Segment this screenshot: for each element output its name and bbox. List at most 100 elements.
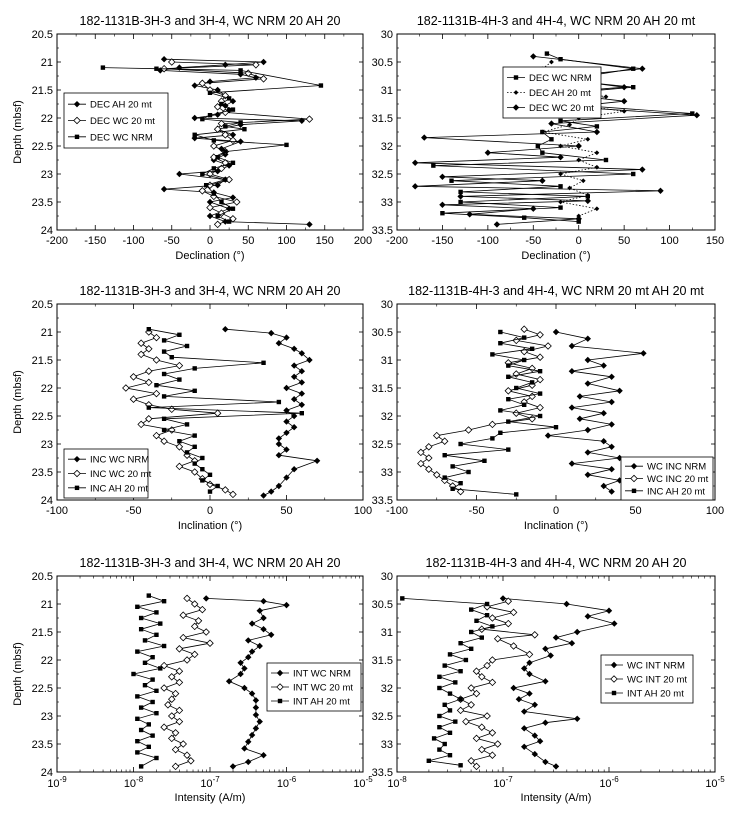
- data-point: [200, 467, 205, 472]
- x-axis-label: Inclination (°): [524, 520, 588, 532]
- data-point: [206, 203, 214, 212]
- y-tick-label: 20.5: [32, 29, 53, 41]
- x-tick-label: 50: [618, 235, 630, 247]
- data-point: [425, 443, 433, 451]
- data-point: [129, 373, 138, 381]
- data-point: [458, 697, 463, 702]
- data-point: [211, 166, 217, 171]
- x-tick-label: 10-9: [47, 775, 67, 790]
- data-point: [152, 389, 161, 398]
- data-point: [458, 199, 463, 205]
- data-point: [605, 607, 613, 614]
- legend-marker: [630, 462, 638, 470]
- data-point: [192, 433, 197, 438]
- data-point: [215, 155, 220, 160]
- data-point: [190, 468, 199, 476]
- data-point: [585, 136, 591, 142]
- series-2: [417, 325, 552, 496]
- legend-marker: [610, 675, 618, 683]
- data-point: [540, 150, 545, 155]
- data-point: [135, 750, 140, 755]
- data-point: [179, 633, 187, 642]
- data-point: [175, 706, 184, 715]
- y-tick-label: 33: [381, 197, 393, 209]
- data-point: [175, 678, 184, 687]
- legend-label: WC INT 20 mt: [627, 675, 687, 686]
- data-point: [483, 712, 491, 720]
- data-point: [145, 415, 153, 423]
- data-point: [576, 157, 582, 163]
- data-point: [167, 673, 176, 681]
- data-point: [542, 645, 549, 652]
- data-point: [510, 684, 517, 692]
- series-3: [100, 65, 324, 224]
- data-point: [498, 430, 503, 435]
- data-point: [542, 758, 549, 766]
- data-point: [657, 187, 664, 194]
- data-point: [184, 450, 190, 455]
- data-point: [640, 350, 647, 357]
- y-tick-label: 22: [41, 113, 53, 125]
- data-point: [183, 751, 191, 759]
- data-point: [214, 86, 221, 94]
- data-point: [544, 432, 552, 439]
- data-point: [479, 635, 484, 640]
- data-point: [160, 437, 168, 445]
- data-point: [488, 678, 497, 687]
- legend-marker: [276, 683, 284, 691]
- data-point: [260, 614, 267, 622]
- series-line: [443, 331, 557, 495]
- y-tick-label: 22.5: [32, 683, 53, 695]
- data-point: [576, 393, 584, 400]
- data-point: [504, 619, 513, 628]
- data-point: [488, 420, 497, 429]
- data-point: [567, 122, 573, 128]
- data-point: [223, 177, 228, 182]
- data-point: [245, 738, 252, 745]
- data-point: [256, 642, 263, 650]
- data-point: [458, 441, 463, 447]
- data-point: [506, 374, 511, 379]
- data-point: [223, 149, 228, 154]
- data-point: [122, 384, 130, 392]
- y-tick-label: 23.5: [32, 739, 53, 751]
- data-point: [549, 137, 554, 142]
- legend-label: DEC AH 20 mt: [529, 88, 591, 99]
- data-point: [447, 691, 453, 696]
- data-point: [229, 136, 237, 145]
- data-point: [506, 363, 511, 368]
- data-point: [179, 611, 187, 619]
- data-point: [276, 399, 282, 405]
- data-point: [135, 739, 140, 744]
- data-point: [484, 601, 490, 607]
- data-point: [161, 349, 167, 354]
- y-tick-label: 22.5: [32, 141, 53, 153]
- data-point: [631, 85, 636, 90]
- legend-label: INT AH 20 mt: [627, 689, 684, 700]
- data-point: [437, 747, 442, 752]
- legend-label: DEC WC NRM: [90, 132, 153, 143]
- data-point: [146, 405, 151, 410]
- data-point: [526, 690, 533, 697]
- legend: INT WC NRM INT WC 20 mt INT AH 20 mt: [266, 662, 362, 712]
- data-point: [290, 412, 298, 420]
- data-point: [531, 631, 539, 639]
- data-point: [283, 474, 290, 481]
- legend-marker: [74, 485, 80, 491]
- data-point: [242, 127, 247, 132]
- data-point: [226, 219, 232, 224]
- data-point: [225, 678, 233, 685]
- data-point: [154, 632, 159, 637]
- data-point: [252, 704, 260, 711]
- legend-label: WC INT NRM: [627, 661, 685, 672]
- data-point: [593, 128, 601, 136]
- data-point: [458, 641, 463, 646]
- series-line: [402, 598, 494, 766]
- data-point: [521, 665, 528, 672]
- data-point: [458, 669, 463, 674]
- data-point: [499, 595, 507, 602]
- data-point: [558, 118, 563, 123]
- data-point: [552, 634, 560, 641]
- data-point: [290, 396, 298, 403]
- data-point: [458, 763, 463, 768]
